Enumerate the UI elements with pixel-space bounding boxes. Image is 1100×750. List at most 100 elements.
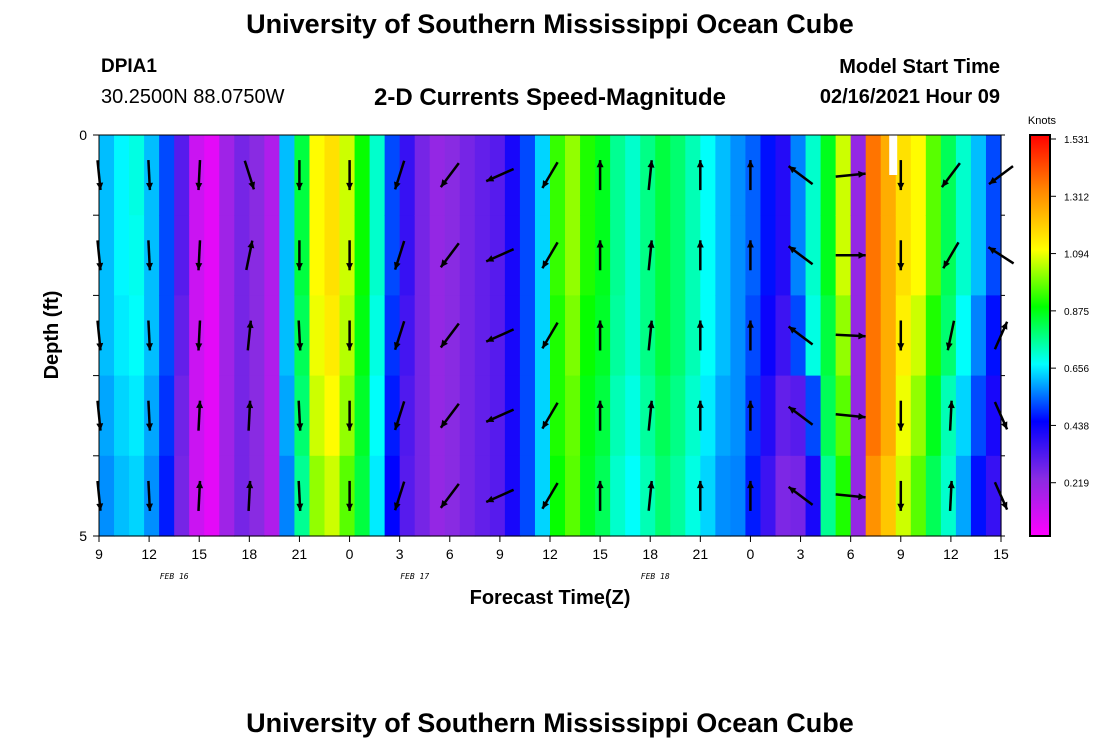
heatmap-cell bbox=[895, 215, 912, 296]
heatmap-cell bbox=[159, 135, 175, 216]
heatmap-cell bbox=[294, 455, 311, 537]
heatmap-cell bbox=[625, 135, 641, 216]
heatmap-cell bbox=[565, 135, 581, 216]
heatmap-cell bbox=[700, 295, 716, 377]
current-arrow-head bbox=[248, 181, 255, 190]
heatmap-cell bbox=[99, 455, 115, 537]
heatmap-cell bbox=[655, 455, 671, 537]
heatmap-cell bbox=[925, 295, 942, 377]
current-arrow-head bbox=[647, 240, 655, 248]
heatmap-cell bbox=[159, 295, 175, 377]
x-tick-label: 18 bbox=[242, 546, 258, 562]
heatmap-cell bbox=[339, 295, 356, 377]
heatmap-cell bbox=[534, 455, 551, 537]
heatmap-cell bbox=[129, 375, 145, 457]
heatmap-cell bbox=[174, 295, 190, 377]
heatmap-cell bbox=[745, 455, 762, 537]
heatmap-cell bbox=[925, 455, 942, 537]
current-arrow-head bbox=[96, 342, 104, 351]
heatmap-cell bbox=[474, 375, 491, 457]
heatmap-cell bbox=[99, 295, 115, 377]
current-arrow-head bbox=[196, 400, 204, 409]
heatmap-cell bbox=[279, 375, 296, 457]
heatmap-cell bbox=[955, 215, 972, 296]
current-arrow-head bbox=[696, 480, 704, 489]
heatmap-cell bbox=[234, 135, 250, 216]
heatmap-cell bbox=[685, 375, 701, 457]
heatmap-cell bbox=[444, 295, 461, 377]
heatmap-cell bbox=[715, 455, 731, 537]
x-tick-label: 21 bbox=[693, 546, 709, 562]
current-arrow-head bbox=[196, 480, 204, 489]
x-tick-label: 6 bbox=[847, 546, 855, 562]
heatmap-cell bbox=[159, 375, 175, 457]
heatmap-cell bbox=[114, 295, 130, 377]
current-arrow-head bbox=[440, 339, 448, 348]
heatmap-cell bbox=[129, 135, 145, 216]
heatmap-cell bbox=[565, 455, 581, 537]
current-arrow-head bbox=[947, 480, 955, 489]
heatmap-cell bbox=[174, 135, 190, 216]
current-arrow-head bbox=[486, 335, 495, 342]
heatmap-cell bbox=[204, 375, 220, 457]
colorbar-tick-label: 0.438 bbox=[1064, 421, 1089, 432]
x-tick-label: 15 bbox=[592, 546, 608, 562]
heatmap-cell bbox=[595, 295, 611, 377]
current-arrow-head bbox=[486, 415, 495, 422]
model-start-label: Model Start Time bbox=[839, 56, 1000, 78]
heatmap-cell bbox=[895, 455, 912, 537]
heatmap-cell bbox=[790, 295, 807, 377]
heatmap-cell bbox=[414, 295, 431, 377]
heatmap-cell bbox=[354, 375, 371, 457]
heatmap-cell bbox=[504, 295, 521, 377]
heatmap-cell bbox=[685, 455, 701, 537]
heatmap-cell bbox=[955, 295, 972, 377]
heatmap-cell bbox=[655, 375, 671, 457]
x-tick-label: 9 bbox=[897, 546, 905, 562]
missing-data-marker bbox=[889, 135, 898, 175]
x-tick-label: 12 bbox=[542, 546, 558, 562]
heatmap-cell bbox=[745, 215, 762, 296]
heatmap-cell bbox=[204, 135, 220, 216]
heatmap-cell bbox=[655, 135, 671, 216]
heatmap-cell bbox=[354, 295, 371, 377]
heatmap-cell bbox=[294, 215, 311, 296]
heatmap-cell bbox=[580, 215, 596, 296]
heatmap-cell bbox=[114, 215, 130, 296]
heatmap-cell bbox=[414, 455, 431, 537]
heatmap-cell bbox=[580, 295, 596, 377]
heatmap-cell bbox=[444, 215, 461, 296]
current-arrow-head bbox=[394, 502, 401, 511]
colorbar-unit: Knots bbox=[1028, 115, 1057, 127]
heatmap-cell bbox=[189, 295, 205, 377]
current-arrow-head bbox=[146, 262, 153, 271]
current-arrow-head bbox=[943, 260, 950, 269]
current-arrow-head bbox=[941, 179, 949, 188]
heatmap-cell bbox=[429, 135, 446, 216]
heatmap-cell bbox=[970, 455, 987, 537]
current-arrow-head bbox=[486, 175, 495, 182]
current-arrow-head bbox=[146, 423, 153, 431]
current-arrow-head bbox=[486, 495, 495, 503]
current-arrow-head bbox=[440, 179, 448, 188]
current-arrow-head bbox=[696, 240, 704, 248]
heatmap-cell bbox=[730, 295, 747, 377]
current-arrow-head bbox=[596, 400, 604, 408]
heatmap-cell bbox=[414, 135, 431, 216]
heatmap-cell bbox=[519, 455, 536, 537]
colorbar-tick-label: 0.656 bbox=[1064, 364, 1089, 375]
heatmap-cell bbox=[399, 375, 416, 457]
heatmap-cell bbox=[790, 215, 807, 296]
heatmap-cell bbox=[234, 375, 250, 457]
heatmap-cell bbox=[895, 295, 912, 377]
heatmap-cell bbox=[459, 295, 476, 377]
heatmap-cell bbox=[895, 375, 912, 457]
heatmap-cell bbox=[324, 455, 341, 537]
heatmap-cell bbox=[414, 375, 431, 457]
heatmap-cell bbox=[474, 455, 491, 537]
heatmap-cell bbox=[324, 215, 341, 296]
heatmap-cell bbox=[595, 135, 611, 216]
heatmap-cell bbox=[745, 375, 762, 457]
heatmap-cell bbox=[970, 215, 987, 296]
current-arrow-head bbox=[542, 340, 549, 349]
